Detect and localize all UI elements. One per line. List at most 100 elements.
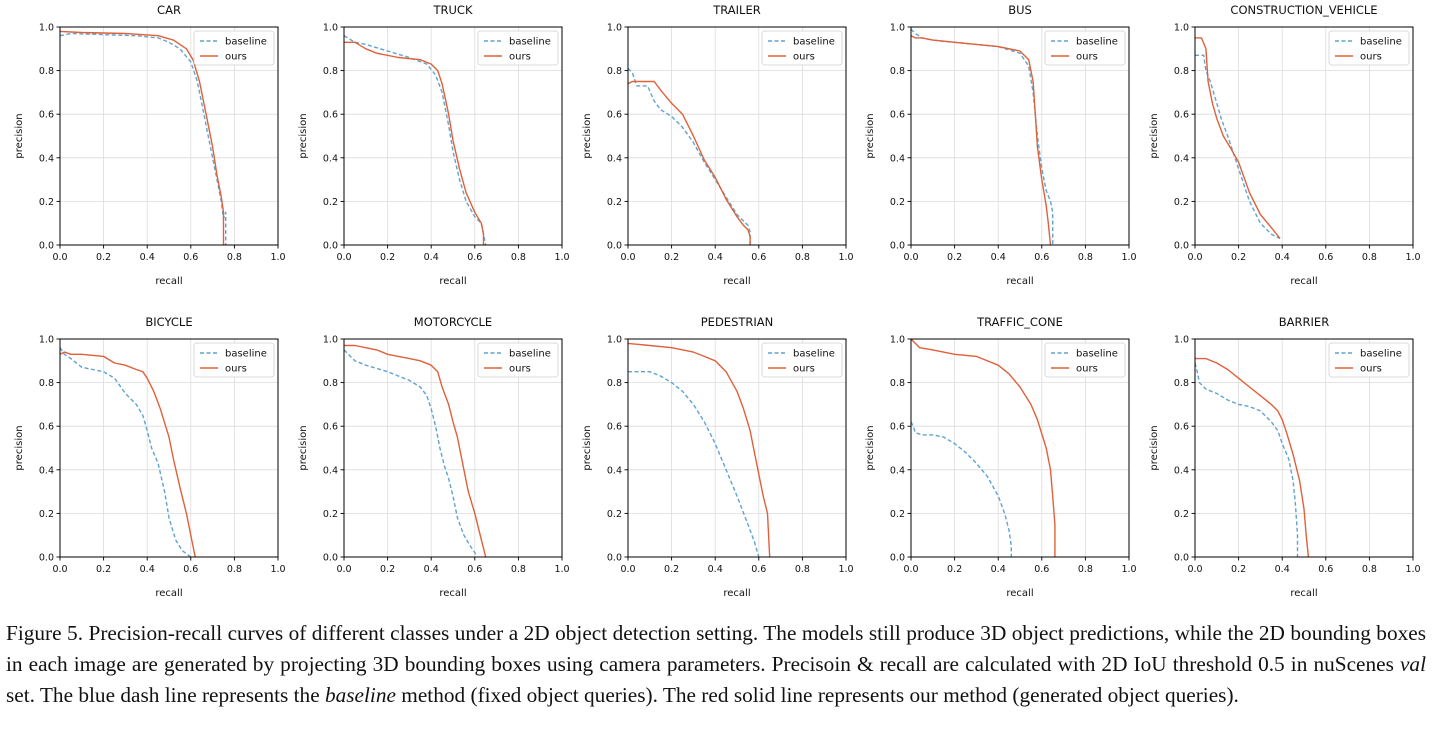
plot-frame [343,26,563,246]
panel-title: PEDESTRIAN [701,315,774,329]
caption-val: val [1399,652,1426,676]
legend-label-baseline: baseline [1076,37,1118,48]
y-tick-label: 0.8 [39,66,54,77]
x-tick-label: 0.2 [380,564,395,575]
series-line-ours [1195,37,1281,239]
x-tick-label: 0.2 [1231,564,1246,575]
plot-frame [1194,26,1414,246]
x-tick-label: 0.2 [947,564,962,575]
panel-bicycle: 0.0 0.2 0.4 0.6 0.8 1.0 0.0 0.2 0.4 0.6 0.8 1.0 BICY… [14,315,286,599]
y-tick-label: 0.0 [1174,241,1189,252]
legend-label-ours: ours [793,364,815,375]
y-tick-label: 0.2 [323,509,338,520]
panel-construction-vehicle: 0.0 0.2 0.4 0.6 0.8 1.0 0.0 0.2 0.4 0.6 0.8 1.0 CONS… [1149,3,1421,287]
legend: baseline ours [193,30,275,66]
y-tick-label: 0.2 [39,509,54,520]
y-tick-label: 1.0 [607,23,622,34]
series-line-baseline [628,371,760,558]
caption-text-3: method (fixed object queries). The red s… [395,683,1239,707]
series-line-baseline [910,421,1012,557]
x-tick-label: 0.8 [511,564,526,575]
panel-title: CONSTRUCTION_VEHICLE [1230,3,1377,17]
y-tick-label: 0.8 [1174,378,1189,389]
series-line-baseline [343,35,487,246]
x-tick-label: 0.4 [708,564,723,575]
x-tick-label: 0.4 [140,564,155,575]
x-tick-label: 0.6 [1318,252,1333,263]
y-tick-label: 1.0 [1174,335,1189,346]
legend-label-ours: ours [1076,52,1098,63]
y-tick-label: 0.4 [1174,465,1189,476]
legend-label-baseline: baseline [225,37,267,48]
y-axis-label: precision [298,425,309,470]
x-tick-label: 0.6 [467,564,482,575]
y-tick-label: 1.0 [890,23,905,34]
legend-label-ours: ours [509,364,531,375]
y-tick-label: 0.2 [607,509,622,520]
x-tick-label: 1.0 [1121,252,1136,263]
panel-traffic-cone: 0.0 0.2 0.4 0.6 0.8 1.0 0.0 0.2 0.4 0.6 0.8 1.0 TRAF… [865,315,1137,599]
y-axis-label: precision [865,113,876,158]
y-tick-label: 0.4 [39,465,54,476]
plot-frame [59,338,279,558]
x-tick-label: 0.4 [140,252,155,263]
series-line-ours [627,342,771,558]
y-tick-label: 0.4 [323,153,338,164]
x-tick-label: 0.2 [664,564,679,575]
y-axis-label: precision [14,113,25,158]
panel-title: TRAILER [712,3,760,17]
y-tick-label: 1.0 [890,335,905,346]
legend-label-ours: ours [1360,364,1382,375]
x-tick-label: 0.2 [1231,252,1246,263]
x-axis-label: recall [439,588,466,599]
y-tick-label: 0.8 [39,378,54,389]
panel-title: TRUCK [432,3,472,17]
legend-label-baseline: baseline [509,349,551,360]
y-tick-label: 0.0 [39,241,54,252]
legend: baseline ours [193,342,275,378]
series-line-ours [344,41,485,245]
y-tick-label: 1.0 [39,335,54,346]
panel-barrier: 0.0 0.2 0.4 0.6 0.8 1.0 0.0 0.2 0.4 0.6 0.8 1.0 BARR… [1149,315,1421,599]
series-line-ours [59,30,225,245]
x-tick-label: 0.0 [903,252,918,263]
panel-car: 0.0 0.2 0.4 0.6 0.8 1.0 0.0 0.2 0.4 0.6 0.8 1.0 CAR r… [14,3,286,287]
figure-precision-recall-grid: 0.0 0.2 0.4 0.6 0.8 1.0 0.0 0.2 0.4 0.6 0.8 1.0 CAR r… [14,3,1421,599]
series-line-baseline [59,32,227,245]
y-axis-label: precision [298,113,309,158]
x-tick-label: 0.4 [1275,564,1290,575]
x-axis-label: recall [155,276,182,287]
legend: baseline ours [761,342,843,378]
y-tick-label: 0.2 [1174,197,1189,208]
y-tick-label: 0.6 [607,110,622,121]
y-tick-label: 0.6 [607,422,622,433]
x-axis-label: recall [1290,588,1317,599]
y-tick-label: 0.0 [607,553,622,564]
x-axis-label: recall [723,588,750,599]
x-tick-label: 0.8 [227,564,242,575]
y-tick-label: 0.6 [1174,422,1189,433]
y-tick-label: 0.8 [323,378,338,389]
y-tick-label: 0.6 [323,422,338,433]
y-tick-label: 0.0 [323,241,338,252]
plot-frame [1194,338,1414,558]
plot-frame [627,26,847,246]
y-tick-label: 0.0 [323,553,338,564]
x-tick-label: 0.6 [183,252,198,263]
x-tick-label: 0.6 [751,564,766,575]
legend: baseline ours [761,30,843,66]
x-tick-label: 0.2 [947,252,962,263]
x-tick-label: 0.4 [708,252,723,263]
x-tick-label: 0.2 [380,252,395,263]
legend-label-baseline: baseline [509,37,551,48]
y-tick-label: 0.0 [39,553,54,564]
y-tick-label: 1.0 [323,335,338,346]
x-tick-label: 0.2 [96,252,111,263]
legend-label-baseline: baseline [793,37,835,48]
y-tick-label: 0.8 [323,66,338,77]
series-line-baseline [627,67,751,245]
x-axis-label: recall [155,588,182,599]
y-tick-label: 0.6 [890,110,905,121]
legend: baseline ours [1044,30,1126,66]
x-tick-label: 1.0 [838,252,853,263]
